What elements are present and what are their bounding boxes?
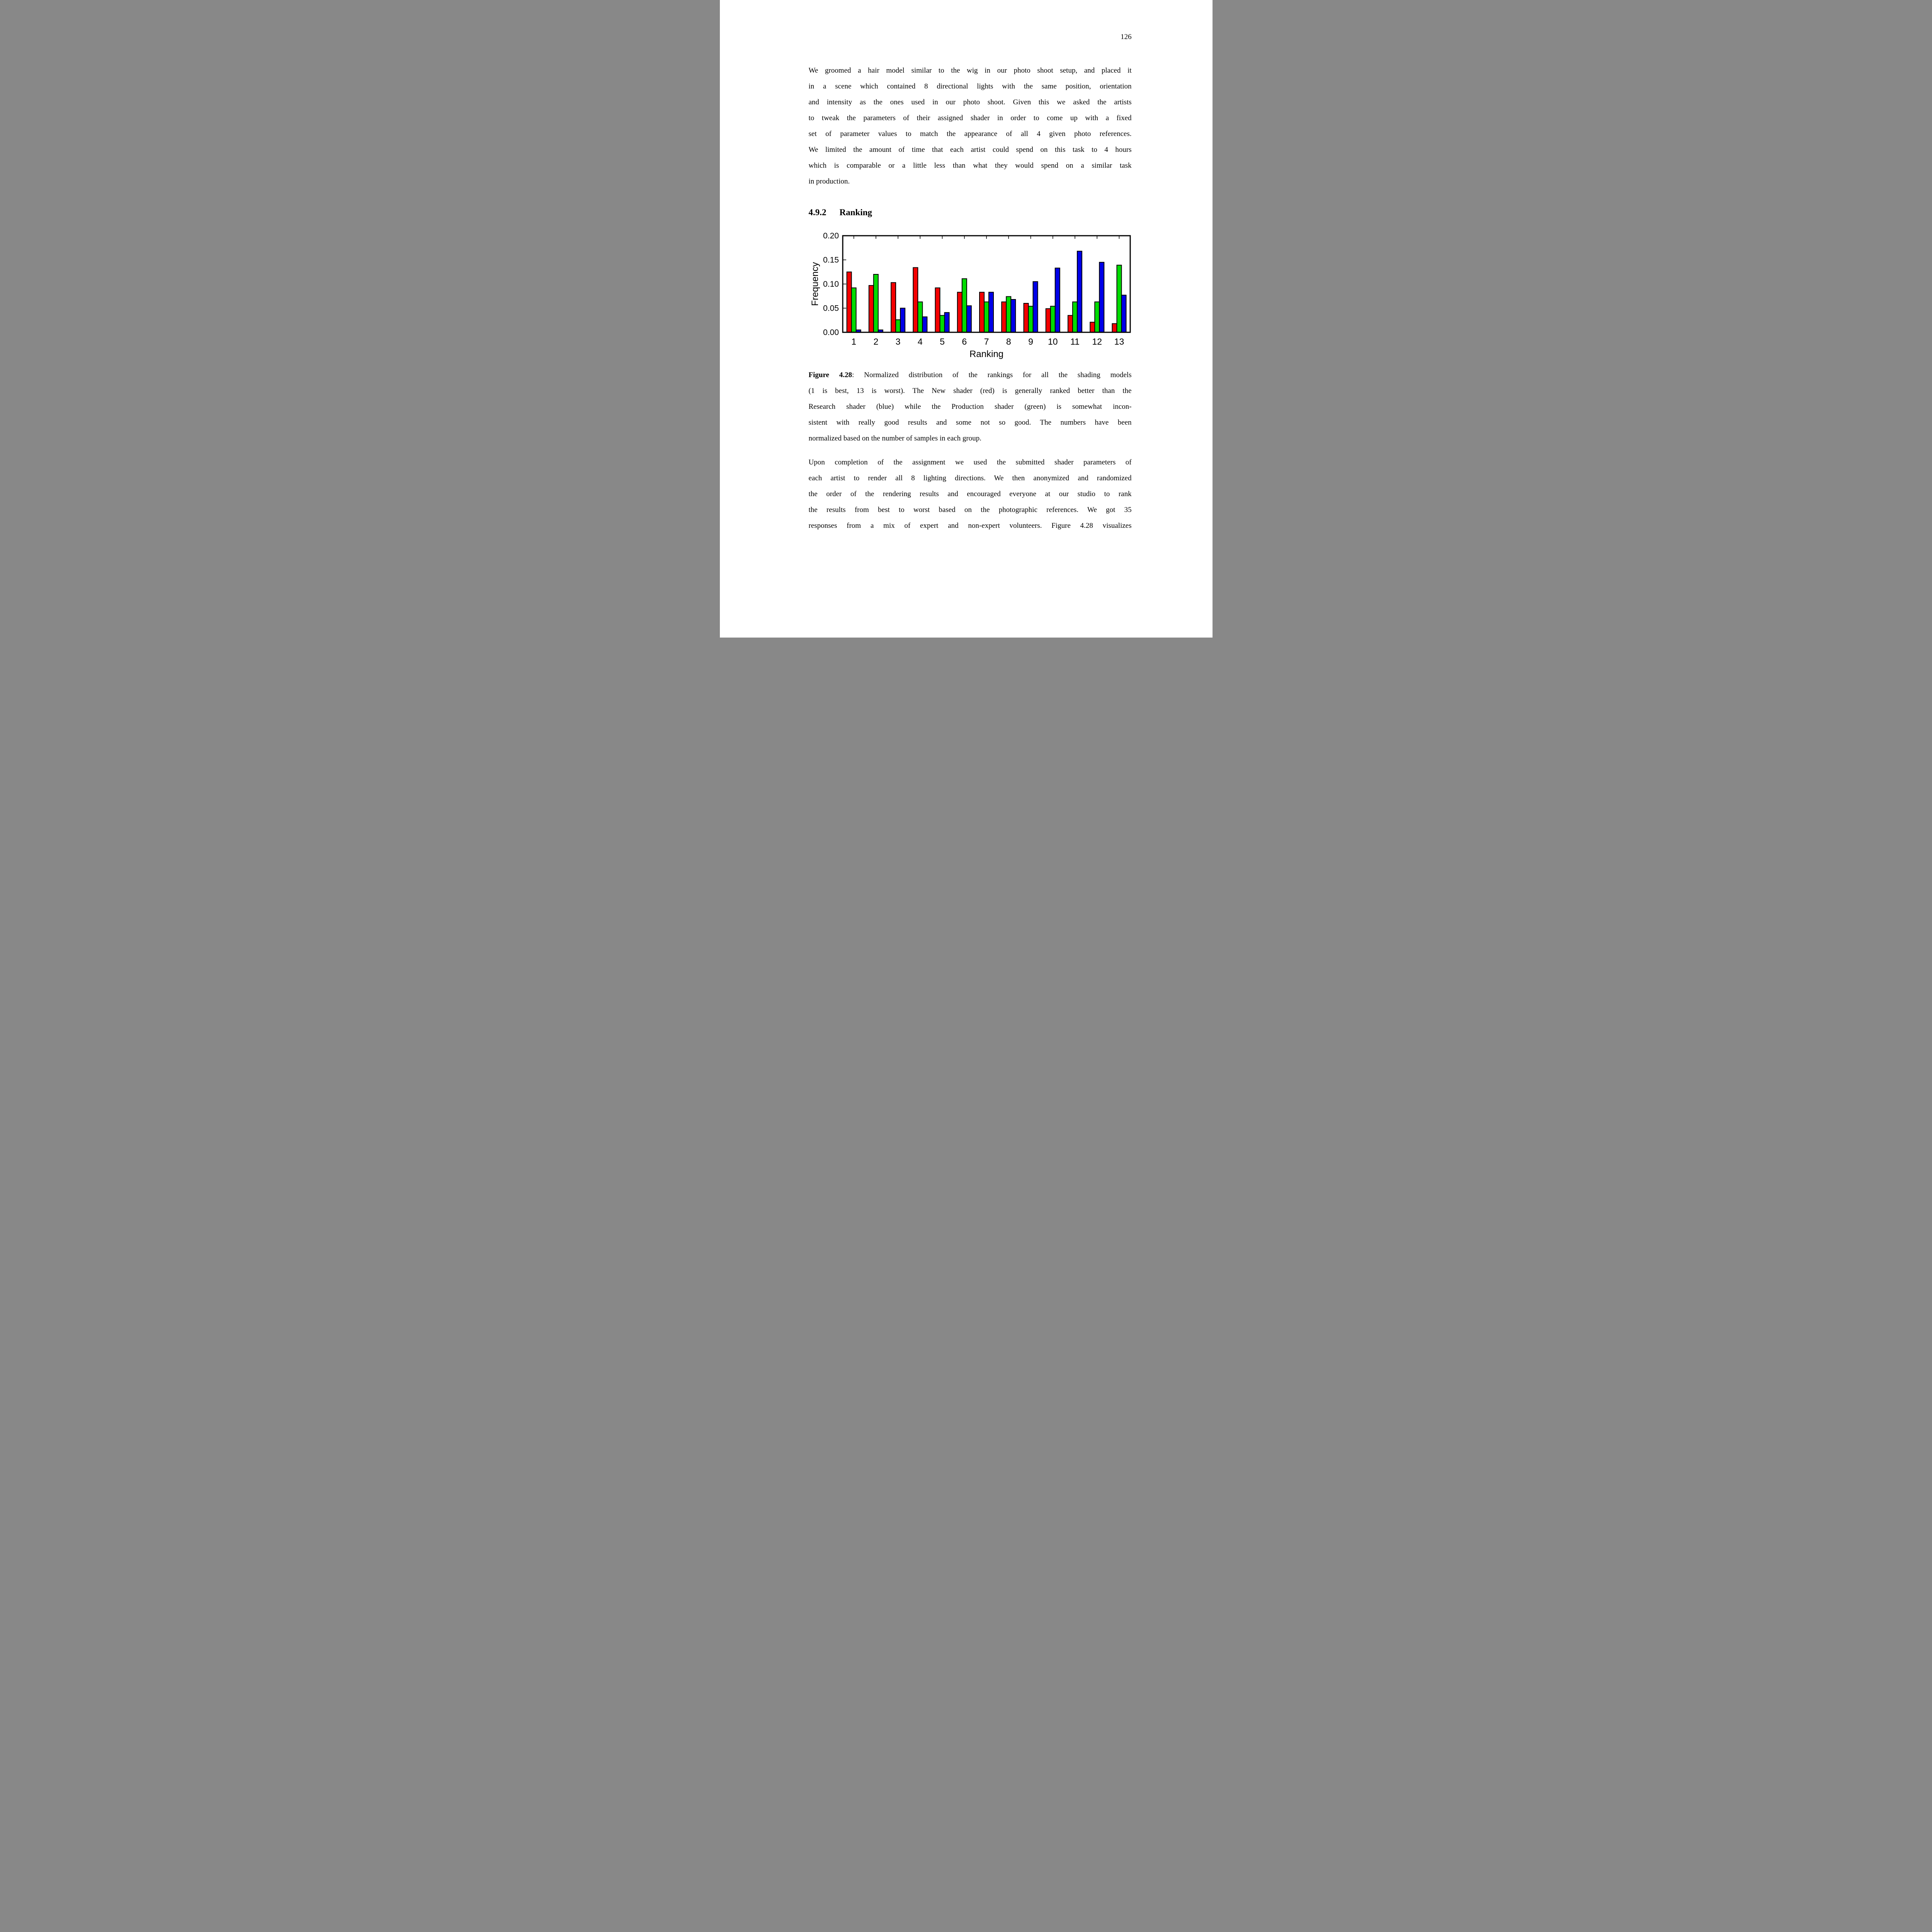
text-line: responses from a mix of expert and non-e… <box>808 522 1132 530</box>
bar-research-shader-rank-5 <box>944 312 949 333</box>
section-number: 4.9.2 <box>808 207 827 217</box>
figure-caption: Figure 4.28: Normalized distribution of … <box>809 367 1132 446</box>
text-line: Figure 4.28: Normalized distribution of … <box>808 371 1132 379</box>
bar-research-shader-rank-3 <box>900 308 905 333</box>
bar-new-shader-rank-6 <box>957 292 963 333</box>
text-line: Research shader (blue) while the Product… <box>808 403 1132 411</box>
text-line: sistent with really good results and som… <box>808 418 1132 427</box>
y-tick-label: 0.05 <box>823 304 839 313</box>
bar-new-shader-rank-12 <box>1089 321 1095 333</box>
bar-production-shader-rank-11 <box>1072 301 1078 333</box>
bar-new-shader-rank-7 <box>979 292 985 333</box>
x-tick-label: 1 <box>851 337 856 347</box>
x-tick-label: 8 <box>1006 337 1011 347</box>
bar-production-shader-rank-13 <box>1116 265 1122 333</box>
text-line: and intensity as the ones used in our ph… <box>808 98 1132 106</box>
bar-new-shader-rank-2 <box>868 285 874 333</box>
y-tick-label: 0.00 <box>823 328 839 337</box>
bar-new-shader-rank-9 <box>1023 303 1029 333</box>
text-line: set of parameter values to match the app… <box>808 130 1132 138</box>
bar-research-shader-rank-13 <box>1121 294 1126 333</box>
x-tick-label: 11 <box>1070 337 1079 347</box>
bar-new-shader-rank-1 <box>846 271 852 333</box>
bar-research-shader-rank-12 <box>1099 262 1104 333</box>
y-tick-label: 0.20 <box>823 231 839 240</box>
x-tick-label: 10 <box>1048 337 1058 347</box>
text-line: We groomed a hair model similar to the w… <box>808 66 1132 75</box>
text-line: Upon completion of the assignment we use… <box>808 458 1132 466</box>
bar-production-shader-rank-10 <box>1050 306 1056 333</box>
bar-production-shader-rank-3 <box>895 319 901 333</box>
text-line: in production. <box>808 177 850 185</box>
text-line: to tweak the parameters of their assigne… <box>808 114 1132 122</box>
bar-research-shader-rank-4 <box>922 316 927 333</box>
section-heading: 4.9.2 Ranking <box>809 206 872 219</box>
bar-production-shader-rank-4 <box>917 301 923 333</box>
bar-production-shader-rank-7 <box>983 301 989 333</box>
y-axis-label: Frequency <box>810 262 820 306</box>
x-tick-label: 7 <box>984 337 989 347</box>
bar-research-shader-rank-6 <box>966 305 972 333</box>
bar-new-shader-rank-13 <box>1111 323 1117 333</box>
x-tick-label: 6 <box>962 337 967 347</box>
thesis-page: 126 We groomed a hair model similar to t… <box>719 0 1213 638</box>
section-title: Ranking <box>839 207 872 217</box>
x-tick-label: 5 <box>940 337 945 347</box>
bar-production-shader-rank-12 <box>1094 301 1100 333</box>
x-tick-label: 3 <box>895 337 900 347</box>
text-line: the order of the rendering results and e… <box>808 490 1132 498</box>
paragraph-followup: Upon completion of the assignment we use… <box>809 454 1132 534</box>
bar-research-shader-rank-7 <box>988 292 994 333</box>
bar-production-shader-rank-8 <box>1005 296 1011 333</box>
bar-production-shader-rank-5 <box>939 315 945 333</box>
x-tick-label: 12 <box>1092 337 1102 347</box>
bar-research-shader-rank-10 <box>1054 267 1060 333</box>
bar-new-shader-rank-11 <box>1067 315 1073 333</box>
bar-production-shader-rank-6 <box>961 278 967 333</box>
bar-new-shader-rank-10 <box>1045 308 1051 333</box>
text-line: the results from best to worst based on … <box>808 506 1132 514</box>
text-line: which is comparable or a little less tha… <box>808 162 1132 170</box>
figure-label: Figure 4.28 <box>808 371 852 379</box>
x-tick-label: 9 <box>1028 337 1033 347</box>
y-tick-label: 0.10 <box>823 280 839 289</box>
paragraph-intro: We groomed a hair model similar to the w… <box>809 63 1132 189</box>
bar-new-shader-rank-8 <box>1001 301 1007 333</box>
text-line: each artist to render all 8 lighting dir… <box>808 474 1132 482</box>
bar-research-shader-rank-8 <box>1010 299 1016 333</box>
figure-4-28-chart: 0.00 0.05 0.10 0.15 0.20 1 2 3 4 5 6 7 8 9 10 11 12 13 Fre… <box>809 231 1133 360</box>
bar-production-shader-rank-2 <box>873 274 879 333</box>
bar-production-shader-rank-1 <box>851 287 857 333</box>
x-axis-label: Ranking <box>969 349 1003 359</box>
bar-research-shader-rank-9 <box>1032 281 1038 333</box>
bar-new-shader-rank-3 <box>890 282 896 333</box>
bar-new-shader-rank-5 <box>935 287 940 333</box>
text-line: (1 is best, 13 is worst). The New shader… <box>808 387 1132 395</box>
x-tick-label: 2 <box>873 337 878 347</box>
bar-new-shader-rank-4 <box>912 267 918 333</box>
y-tick-label: 0.15 <box>823 256 839 265</box>
text-line: normalized based on the number of sample… <box>808 434 981 442</box>
bar-production-shader-rank-9 <box>1028 306 1033 333</box>
x-tick-label: 4 <box>917 337 922 347</box>
page-number: 126 <box>1121 33 1132 41</box>
bar-research-shader-rank-11 <box>1077 251 1082 333</box>
text-line: We limited the amount of time that each … <box>808 146 1132 154</box>
x-tick-label: 13 <box>1114 337 1124 347</box>
ranking-bar-chart: 0.000.050.100.150.201 2 3 4 5 6 7 8 9 10 11 12 13Fre… <box>810 231 1131 359</box>
text-line: in a scene which contained 8 directional… <box>808 82 1132 90</box>
